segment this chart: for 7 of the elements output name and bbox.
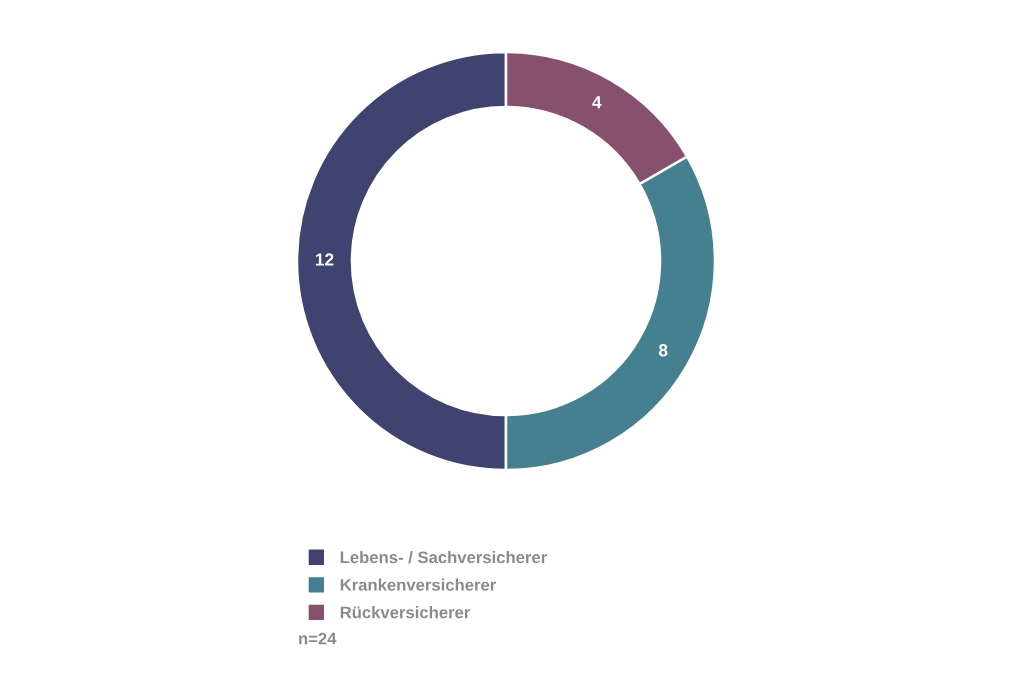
data-label: 12 (315, 253, 334, 266)
data-label: 8 (658, 344, 668, 357)
data-label: 4 (592, 96, 602, 109)
legend-label: Lebens- / Sachversicherer (340, 551, 547, 564)
legend-label: Rückversicherer (340, 606, 471, 619)
legend-label: Krankenversicherer (340, 578, 496, 591)
text: n=24 (299, 632, 337, 645)
